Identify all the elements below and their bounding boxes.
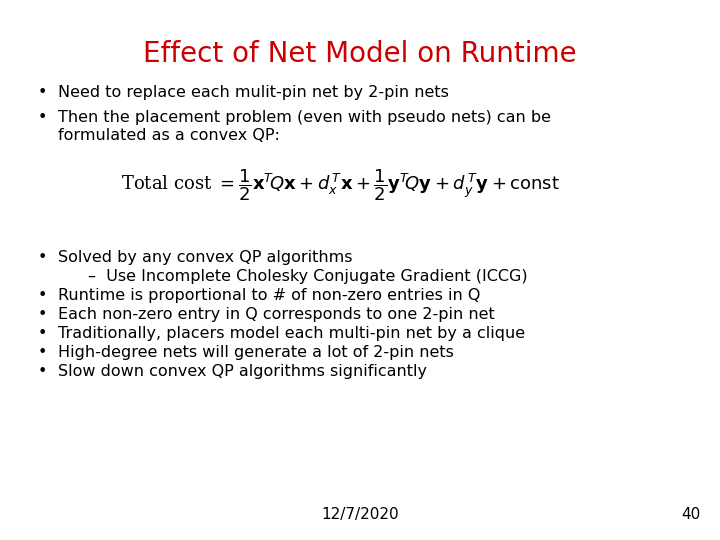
Text: Effect of Net Model on Runtime: Effect of Net Model on Runtime xyxy=(143,40,577,68)
Text: High-degree nets will generate a lot of 2-pin nets: High-degree nets will generate a lot of … xyxy=(58,345,454,360)
Text: •: • xyxy=(38,110,48,125)
Text: Need to replace each mulit-pin net by 2-pin nets: Need to replace each mulit-pin net by 2-… xyxy=(58,85,449,100)
Text: •: • xyxy=(38,326,48,341)
Text: •: • xyxy=(38,345,48,360)
Text: formulated as a convex QP:: formulated as a convex QP: xyxy=(58,128,280,143)
Text: Then the placement problem (even with pseudo nets) can be: Then the placement problem (even with ps… xyxy=(58,110,551,125)
Text: Solved by any convex QP algorithms: Solved by any convex QP algorithms xyxy=(58,250,353,265)
Text: Slow down convex QP algorithms significantly: Slow down convex QP algorithms significa… xyxy=(58,364,427,379)
Text: 40: 40 xyxy=(680,507,700,522)
Text: Traditionally, placers model each multi-pin net by a clique: Traditionally, placers model each multi-… xyxy=(58,326,525,341)
Text: Each non-zero entry in Q corresponds to one 2-pin net: Each non-zero entry in Q corresponds to … xyxy=(58,307,495,322)
Text: Total cost $= \dfrac{1}{2}\mathbf{x}^T\!Q\mathbf{x} + d_x^{\,T}\mathbf{x} + \dfr: Total cost $= \dfrac{1}{2}\mathbf{x}^T\!… xyxy=(120,167,559,203)
Text: –  Use Incomplete Cholesky Conjugate Gradient (ICCG): – Use Incomplete Cholesky Conjugate Grad… xyxy=(88,269,528,284)
Text: Runtime is proportional to # of non-zero entries in Q: Runtime is proportional to # of non-zero… xyxy=(58,288,480,303)
Text: •: • xyxy=(38,250,48,265)
Text: •: • xyxy=(38,364,48,379)
Text: •: • xyxy=(38,307,48,322)
Text: •: • xyxy=(38,288,48,303)
Text: •: • xyxy=(38,85,48,100)
Text: 12/7/2020: 12/7/2020 xyxy=(321,507,399,522)
